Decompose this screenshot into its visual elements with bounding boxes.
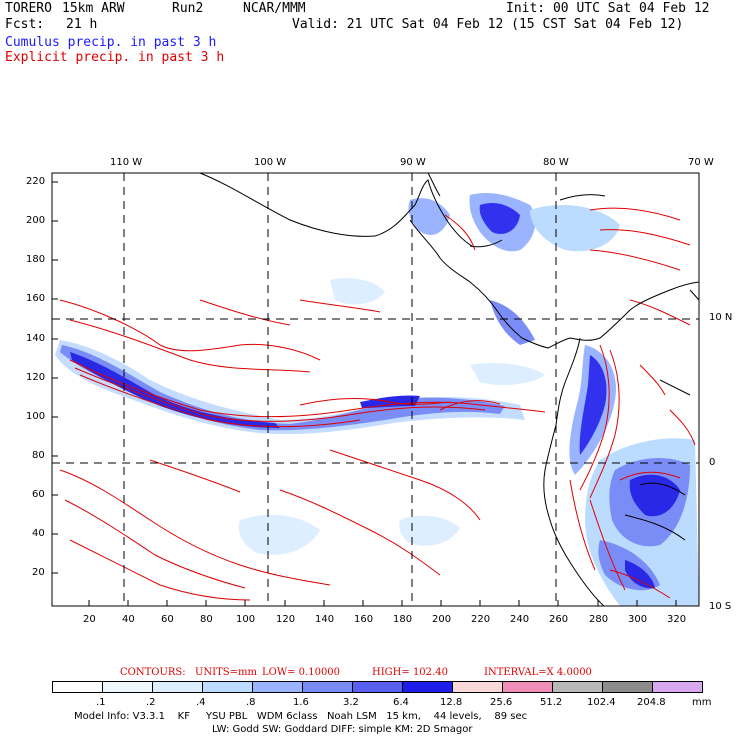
colorbar-label: .4 xyxy=(196,697,206,708)
physics-info: LW: Godd SW: Goddard DIFF: simple KM: 2D… xyxy=(212,724,473,735)
x-tick: 240 xyxy=(510,614,530,625)
colorbar-swatch xyxy=(202,681,253,693)
lon-label-90w: 90 W xyxy=(400,157,426,168)
colorbar-label: .1 xyxy=(96,697,106,708)
contours-low: LOW= 0.10000 xyxy=(262,667,341,678)
colorbar-swatch xyxy=(352,681,403,693)
y-tick: 40 xyxy=(32,528,45,539)
colorbar-swatch xyxy=(552,681,603,693)
coastlines xyxy=(199,172,700,607)
x-tick: 40 xyxy=(122,614,135,625)
lon-label-70w: 70 W xyxy=(688,157,714,168)
lat-label-0: 0 xyxy=(709,457,716,468)
lat-label-10s: 10 S xyxy=(709,601,732,612)
colorbar-label: 51.2 xyxy=(540,697,563,708)
y-tick: 60 xyxy=(32,489,45,500)
x-tick: 100 xyxy=(236,614,256,625)
bottom-axis-ticks xyxy=(88,600,677,606)
x-tick: 120 xyxy=(276,614,296,625)
forecast-hour: 21 h xyxy=(66,17,98,32)
x-tick: 200 xyxy=(432,614,452,625)
lon-label-110w: 110 W xyxy=(110,157,143,168)
y-tick: 140 xyxy=(26,333,46,344)
x-tick: 280 xyxy=(589,614,609,625)
y-tick: 120 xyxy=(26,372,46,383)
lat-label-10n: 10 N xyxy=(709,312,733,323)
map-frame xyxy=(51,172,700,607)
y-tick: 80 xyxy=(32,450,45,461)
contours-units: UNITS=mm xyxy=(195,667,257,678)
explicit-precip-contours xyxy=(59,207,696,601)
model-name: TORERO xyxy=(5,1,52,16)
colorbar-swatch xyxy=(252,681,303,693)
contours-label: CONTOURS: xyxy=(120,667,186,678)
x-tick: 180 xyxy=(393,614,413,625)
x-tick: 80 xyxy=(200,614,213,625)
colorbar-label: .8 xyxy=(246,697,256,708)
init-time: Init: 00 UTC Sat 04 Feb 12 xyxy=(506,1,710,16)
contours-interval: INTERVAL=X 4.0000 xyxy=(484,667,592,678)
y-tick: 200 xyxy=(26,215,46,226)
x-tick: 260 xyxy=(549,614,569,625)
x-tick: 160 xyxy=(354,614,374,625)
org-label: NCAR/MMM xyxy=(243,1,306,16)
x-tick: 320 xyxy=(667,614,687,625)
explicit-field-label: Explicit precip. in past 3 h xyxy=(5,50,225,65)
x-tick: 60 xyxy=(161,614,174,625)
colorbar-swatch xyxy=(102,681,153,693)
cumulus-field-label: Cumulus precip. in past 3 h xyxy=(5,35,217,50)
resolution-label: 15km ARW xyxy=(62,1,125,16)
lon-label-100w: 100 W xyxy=(254,157,287,168)
x-tick: 140 xyxy=(315,614,335,625)
colorbar-label: 25.6 xyxy=(490,697,513,708)
run-label: Run2 xyxy=(172,1,204,16)
colorbar-units: mm xyxy=(692,697,712,708)
forecast-label: Fcst: xyxy=(5,17,45,32)
colorbar-label: 6.4 xyxy=(393,697,409,708)
map-content xyxy=(55,193,699,606)
colorbar-swatch xyxy=(452,681,503,693)
left-axis-ticks xyxy=(52,181,58,574)
x-tick: 20 xyxy=(83,614,96,625)
colorbar-label: 12.8 xyxy=(440,697,463,708)
valid-time: Valid: 21 UTC Sat 04 Feb 12 (15 CST Sat … xyxy=(292,17,684,32)
y-tick: 220 xyxy=(26,176,46,187)
y-tick: 160 xyxy=(26,293,46,304)
colorbar-swatch xyxy=(52,681,103,693)
model-info: Model Info: V3.3.1 KF YSU PBL WDM 6class… xyxy=(74,711,528,722)
colorbar-swatch xyxy=(652,681,703,693)
y-tick: 20 xyxy=(32,567,45,578)
x-tick: 220 xyxy=(471,614,491,625)
colorbar-swatch xyxy=(602,681,653,693)
colorbar-swatch xyxy=(402,681,453,693)
x-tick: 300 xyxy=(628,614,648,625)
lon-label-80w: 80 W xyxy=(543,157,569,168)
colorbar-swatch xyxy=(502,681,553,693)
y-tick: 100 xyxy=(26,411,46,422)
colorbar-swatch xyxy=(302,681,353,693)
colorbar-label: 1.6 xyxy=(293,697,309,708)
colorbar-swatch xyxy=(152,681,203,693)
contours-high: HIGH= 102.40 xyxy=(372,667,448,678)
colorbar-label: 102.4 xyxy=(587,697,616,708)
latlon-grid xyxy=(52,173,699,606)
colorbar-label: .2 xyxy=(146,697,156,708)
y-tick: 180 xyxy=(26,254,46,265)
colorbar-label: 204.8 xyxy=(637,697,666,708)
colorbar-label: 3.2 xyxy=(343,697,359,708)
